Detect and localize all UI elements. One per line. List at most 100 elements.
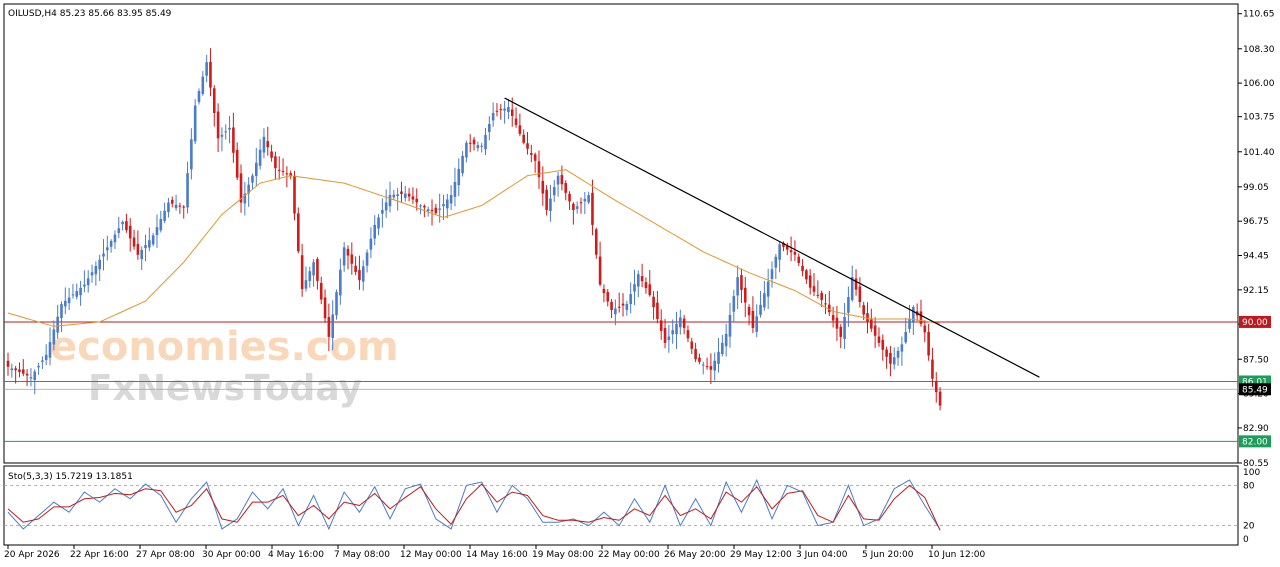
- y-tick-label: 103.75: [1243, 113, 1275, 123]
- x-tick-label: 27 Apr 08:00: [136, 550, 195, 560]
- candle-body: [220, 134, 224, 137]
- price-tag-support-upper: 86.01: [1242, 377, 1268, 387]
- candle-body: [350, 254, 354, 264]
- candle-body: [197, 91, 201, 103]
- candle-body: [132, 237, 136, 247]
- candle-body: [820, 292, 823, 300]
- candle-body: [671, 330, 674, 335]
- candle-body: [614, 308, 617, 315]
- candle-body: [331, 314, 334, 338]
- candle-body: [698, 357, 701, 362]
- stoch-pane-frame: [3, 465, 1239, 546]
- candle-body: [778, 244, 781, 260]
- candle-body: [182, 206, 186, 208]
- candle-body: [763, 293, 766, 308]
- candle-body: [403, 193, 407, 198]
- candle-body: [312, 262, 315, 276]
- candle-body: [293, 175, 296, 214]
- candle-body: [770, 269, 774, 279]
- candle-body: [912, 307, 915, 323]
- candle-body: [709, 366, 713, 370]
- candle-body: [724, 333, 728, 347]
- candle-body: [927, 331, 930, 356]
- candle-body: [163, 210, 166, 221]
- candle-body: [484, 134, 487, 150]
- candle-body: [629, 294, 632, 304]
- x-tick-label: 20 Apr 2026: [4, 550, 60, 560]
- price-tag-support-lower: 82.00: [1242, 437, 1268, 447]
- y-tick-label: 80.55: [1243, 459, 1269, 469]
- x-tick-label: 10 Jun 12:00: [928, 550, 985, 560]
- candle-body: [109, 240, 113, 247]
- candle-body: [361, 266, 365, 282]
- candle-body: [48, 342, 52, 358]
- candle-body: [594, 229, 598, 255]
- candle-body: [384, 202, 388, 211]
- candle-body: [610, 301, 613, 310]
- candle-body: [212, 88, 216, 113]
- candle-body: [140, 249, 143, 260]
- candle-body: [789, 250, 793, 253]
- candle-body: [892, 357, 896, 365]
- candle-body: [56, 316, 59, 333]
- candle-body: [392, 194, 396, 198]
- candle-body: [533, 154, 537, 161]
- price-tag-current: 85.49: [1242, 385, 1268, 395]
- candle-body: [281, 170, 285, 172]
- candle-body: [251, 175, 254, 183]
- candle-body: [113, 234, 117, 243]
- x-tick-label: 5 Jun 20:00: [862, 550, 914, 560]
- x-tick-label: 30 Apr 00:00: [202, 550, 261, 560]
- candle-body: [209, 61, 212, 88]
- y-tick-label: 106.00: [1243, 79, 1275, 89]
- candle-body: [583, 198, 587, 202]
- candle-body: [125, 221, 128, 231]
- candle-body: [335, 292, 338, 316]
- candle-body: [854, 278, 858, 290]
- candle-body: [174, 204, 178, 209]
- candle-body: [633, 284, 636, 292]
- candle-body: [808, 275, 812, 288]
- candle-body: [18, 369, 21, 372]
- candle-body: [6, 360, 10, 367]
- candle-body: [25, 373, 29, 376]
- candle-body: [503, 108, 506, 111]
- candle-body: [369, 238, 373, 250]
- candle-body: [755, 316, 759, 332]
- candle-body: [449, 195, 453, 204]
- price-tag-resistance-bg: [1239, 315, 1271, 328]
- candle-body: [831, 315, 835, 321]
- candle-body: [480, 145, 483, 147]
- y-tick-label: 87.50: [1243, 355, 1269, 365]
- candle-body: [575, 206, 579, 209]
- candle-body: [304, 280, 308, 289]
- candle-body: [243, 193, 247, 204]
- candle-body: [640, 276, 644, 282]
- candle-body: [86, 278, 90, 286]
- candle-body: [606, 292, 610, 302]
- candle-body: [438, 208, 441, 210]
- candle-body: [167, 202, 170, 213]
- candle-body: [339, 269, 342, 296]
- candle-body: [407, 193, 411, 197]
- candle-body: [277, 169, 281, 171]
- candle-body: [239, 173, 243, 203]
- candle-body: [602, 288, 606, 294]
- candle-body: [537, 161, 541, 178]
- candle-body: [491, 112, 495, 121]
- candle-body: [514, 118, 518, 125]
- candle-body: [858, 286, 862, 303]
- candle-body: [518, 125, 522, 134]
- candle-body: [656, 302, 659, 319]
- candle-body: [713, 360, 716, 371]
- candle-body: [224, 131, 228, 133]
- candle-body: [400, 191, 403, 194]
- candle-body: [690, 341, 694, 349]
- candle-body: [721, 342, 724, 355]
- candle-body: [426, 209, 430, 211]
- candle-body: [908, 319, 911, 329]
- candle-body: [801, 265, 804, 272]
- price-tag-current-bg: [1239, 383, 1271, 396]
- candle-body: [297, 213, 300, 252]
